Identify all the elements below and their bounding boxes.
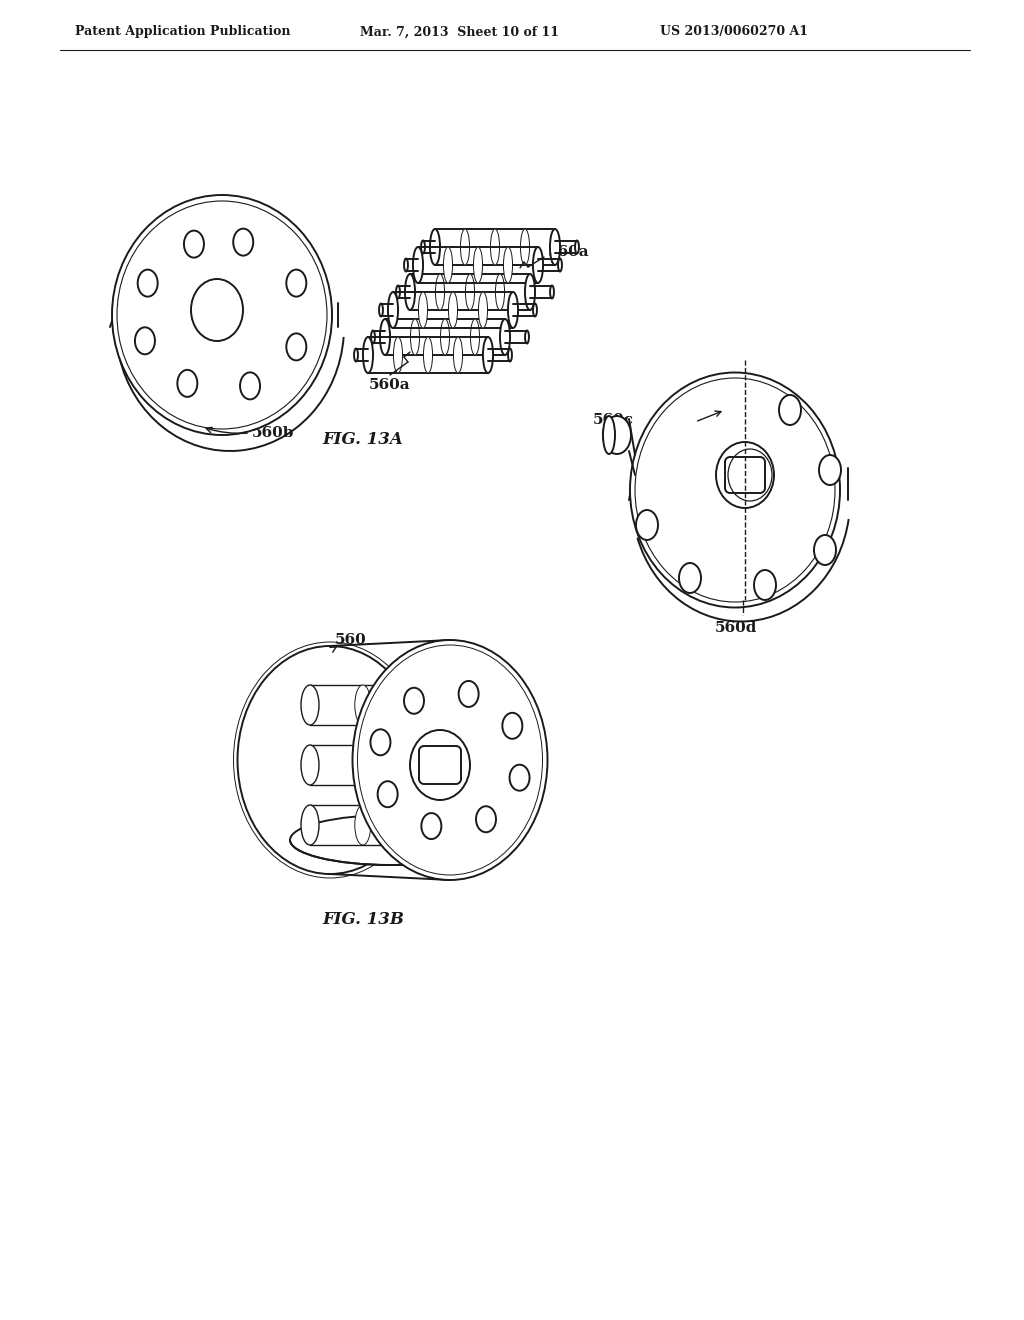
Text: Mar. 7, 2013  Sheet 10 of 11: Mar. 7, 2013 Sheet 10 of 11 [360,25,559,38]
Ellipse shape [754,570,776,601]
Ellipse shape [117,201,327,429]
Ellipse shape [393,337,402,374]
Ellipse shape [362,337,373,374]
Ellipse shape [435,275,444,310]
Ellipse shape [470,319,479,355]
Ellipse shape [449,292,458,327]
Ellipse shape [525,330,529,343]
Ellipse shape [454,337,463,374]
Ellipse shape [379,304,383,317]
Ellipse shape [404,259,408,272]
Ellipse shape [575,240,579,253]
Ellipse shape [404,275,415,310]
Ellipse shape [819,455,841,484]
Ellipse shape [716,442,774,508]
Ellipse shape [603,416,615,454]
Text: 560b: 560b [252,426,294,440]
Text: FIG. 13A: FIG. 13A [323,432,403,449]
Text: 560a: 560a [548,246,590,259]
Ellipse shape [419,292,428,327]
Ellipse shape [177,370,198,397]
Ellipse shape [443,247,453,282]
Ellipse shape [459,681,478,708]
Ellipse shape [525,275,535,310]
Ellipse shape [357,645,543,875]
Ellipse shape [290,814,490,865]
Ellipse shape [408,685,424,725]
Ellipse shape [410,730,470,800]
Ellipse shape [301,744,319,785]
Ellipse shape [411,319,420,355]
Ellipse shape [388,292,398,327]
Ellipse shape [378,781,397,808]
Ellipse shape [490,228,500,265]
Ellipse shape [500,319,510,355]
Ellipse shape [233,228,253,256]
Ellipse shape [287,269,306,297]
Ellipse shape [636,510,658,540]
Ellipse shape [191,279,243,341]
Ellipse shape [354,685,371,725]
Ellipse shape [371,330,375,343]
Ellipse shape [478,292,487,327]
Ellipse shape [135,327,155,354]
Ellipse shape [238,645,423,874]
Ellipse shape [380,319,390,355]
Ellipse shape [354,348,358,362]
Ellipse shape [635,378,835,602]
Text: 560d: 560d [715,620,758,635]
Ellipse shape [352,640,548,880]
Text: 560a: 560a [370,378,411,392]
Ellipse shape [503,713,522,739]
Ellipse shape [532,247,543,282]
Ellipse shape [814,535,836,565]
Text: US 2013/0060270 A1: US 2013/0060270 A1 [660,25,808,38]
Ellipse shape [430,228,440,265]
Ellipse shape [424,337,432,374]
Ellipse shape [679,564,701,593]
Ellipse shape [354,805,371,845]
Ellipse shape [421,240,425,253]
Ellipse shape [473,247,482,282]
Ellipse shape [137,269,158,297]
Ellipse shape [466,275,474,310]
Ellipse shape [301,685,319,725]
Text: FIG. 13B: FIG. 13B [323,912,403,928]
Ellipse shape [413,247,423,282]
Ellipse shape [440,319,450,355]
Ellipse shape [504,247,513,282]
Ellipse shape [520,228,529,265]
Ellipse shape [508,292,518,327]
Ellipse shape [184,231,204,257]
Ellipse shape [550,285,554,298]
Ellipse shape [496,275,505,310]
Ellipse shape [534,304,537,317]
Ellipse shape [404,688,424,714]
Ellipse shape [354,744,371,785]
Ellipse shape [301,805,319,845]
Ellipse shape [408,805,424,845]
Ellipse shape [550,228,560,265]
Ellipse shape [461,228,470,265]
Ellipse shape [421,813,441,840]
Ellipse shape [779,395,801,425]
Text: Patent Application Publication: Patent Application Publication [75,25,291,38]
Ellipse shape [112,195,332,436]
Ellipse shape [603,416,631,454]
Ellipse shape [408,744,424,785]
Ellipse shape [476,807,496,832]
Ellipse shape [371,729,390,755]
Ellipse shape [287,334,306,360]
Ellipse shape [483,337,493,374]
Ellipse shape [508,348,512,362]
Ellipse shape [558,259,562,272]
Text: 560c: 560c [593,413,634,426]
Ellipse shape [396,285,400,298]
Ellipse shape [630,372,840,607]
Ellipse shape [240,372,260,400]
Ellipse shape [510,764,529,791]
Text: 560: 560 [335,634,367,647]
Ellipse shape [728,449,772,502]
